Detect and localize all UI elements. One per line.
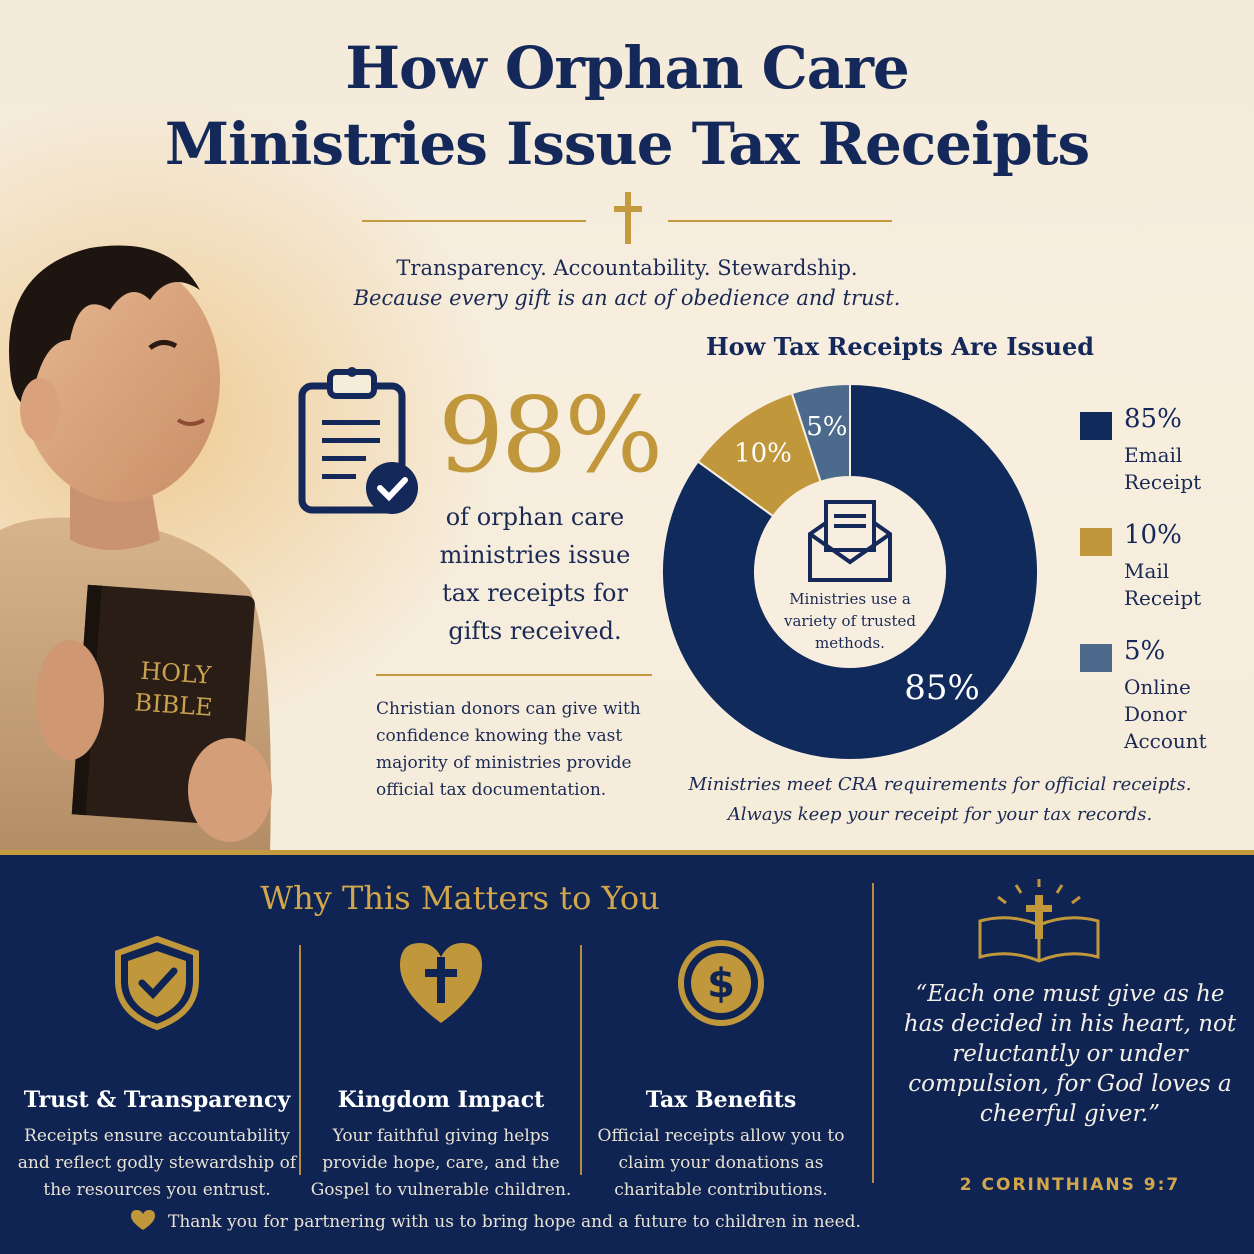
donut-labels: 85% 10% 5% [734,412,980,708]
bible-quote: “Each one must give as he has decided in… [903,981,1237,1127]
cross-icon [614,192,642,244]
legend-swatch [1080,412,1112,440]
open-bible-cross-icon [978,879,1100,963]
chart-footnote-line1: Ministries meet CRA requirements for off… [688,774,1192,795]
heart-icon [131,1210,155,1230]
legend-item-online-donor-account: 5% Online Donor Account [1080,636,1250,753]
stat-value: 98% [438,374,663,496]
legend-value: 5% [1124,636,1166,666]
legend-item-email-receipt: 85% Email Receipt [1080,404,1250,520]
chart-legend: 85% Email Receipt 10% Mail Receipt 5% Online … [1080,404,1250,753]
column-divider [580,945,582,1175]
chart-center-text: Ministries use a variety of trusted meth… [784,590,916,652]
legend-swatch [1080,528,1112,556]
why-item-kingdom: Kingdom Impact Your faithful giving help… [300,935,582,1204]
why-item-text: Official receipts allow you to claim you… [597,1126,845,1200]
donut-label-online-donor-account: 5% [806,412,847,442]
why-item-text: Receipts ensure accountability and refle… [17,1126,297,1200]
child-with-bible-illustration: HOLY BIBLE [0,245,272,852]
donut-center [755,477,945,667]
clipboard-check-icon [298,367,418,514]
legend-label: Email Receipt [1124,443,1202,494]
thanks-message: Thank you for partnering with us to brin… [130,1209,890,1232]
why-item-trust: Trust & Transparency Receipts ensure acc… [16,935,298,1204]
page-title: How Orphan Care Ministries Issue Tax Rec… [0,30,1254,182]
thanks-text: Thank you for partnering with us to brin… [168,1212,861,1232]
chart-title: How Tax Receipts Are Issued [705,332,1095,361]
shield-check-icon [115,935,199,1031]
chart-footnote-line2: Always keep your receipt for your tax re… [727,804,1153,825]
stat-divider [376,674,652,676]
title-line-1: How Orphan Care [345,34,910,102]
stat-description: of orphan care ministries issue tax rece… [439,503,631,645]
why-item-title: Kingdom Impact [337,1087,545,1113]
legend-item-mail-receipt: 10% Mail Receipt [1080,520,1250,636]
donut-chart: Ministries use a variety of trusted meth… [661,382,1039,761]
quote-reference: 2 CORINTHIANS 9:7 [959,1175,1181,1195]
donut-label-email-receipt: 85% [904,668,980,708]
column-divider [299,945,301,1175]
quote-divider [872,883,874,1183]
bible-label-line2: BIBLE [134,688,214,721]
bible-label-line1: HOLY [140,657,214,690]
title-line-2: Ministries Issue Tax Receipts [164,110,1090,178]
envelope-icon [808,500,892,582]
svg-text:$: $ [707,961,735,1007]
tagline-subtitle: Because every gift is an act of obedienc… [353,286,901,310]
hero-section: How Orphan Care Ministries Issue Tax Rec… [0,0,1254,852]
legend-label: Mail Receipt [1124,559,1202,610]
tagline: Transparency. Accountability. Stewardshi… [396,256,858,280]
heart-cross-icon [400,943,482,1023]
stat-note: Christian donors can give with confidenc… [376,699,641,800]
donut-label-mail-receipt: 10% [734,438,792,468]
dollar-coin-icon: $ [678,940,764,1026]
why-item-title: Tax Benefits [645,1087,797,1113]
title-divider-left [362,220,586,222]
why-section: Why This Matters to You Trust & Transpar… [0,855,1254,1254]
why-item-title: Trust & Transparency [23,1087,291,1113]
title-divider-right [668,220,892,222]
legend-swatch [1080,644,1112,672]
chart-footnote: Ministries meet CRA requirements for off… [640,770,1240,830]
why-item-text: Your faithful giving helps provide hope,… [310,1126,572,1200]
why-title: Why This Matters to You [260,879,660,917]
legend-label: Online Donor Account [1124,675,1207,753]
legend-value: 85% [1124,404,1182,434]
why-item-tax: $ Tax Benefits Official receipts allow y… [580,935,862,1204]
section-divider-band [0,850,1254,855]
legend-value: 10% [1124,520,1182,550]
